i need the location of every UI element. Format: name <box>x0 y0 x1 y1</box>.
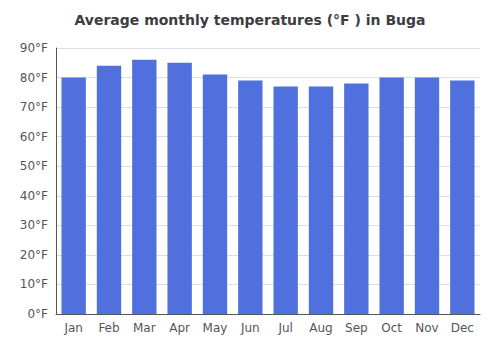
svg-text:May: May <box>203 321 228 335</box>
svg-text:Nov: Nov <box>415 321 438 335</box>
svg-text:10°F: 10°F <box>20 277 48 291</box>
svg-text:Average monthly temperatures (: Average monthly temperatures (°F ) in Bu… <box>74 12 425 28</box>
svg-text:Feb: Feb <box>98 321 119 335</box>
svg-text:Jan: Jan <box>63 321 83 335</box>
svg-text:30°F: 30°F <box>20 218 48 232</box>
svg-text:Apr: Apr <box>169 321 190 335</box>
svg-text:Sep: Sep <box>345 321 368 335</box>
svg-text:40°F: 40°F <box>20 189 48 203</box>
svg-text:Jul: Jul <box>277 321 292 335</box>
svg-text:50°F: 50°F <box>20 159 48 173</box>
svg-text:60°F: 60°F <box>20 130 48 144</box>
svg-text:70°F: 70°F <box>20 100 48 114</box>
svg-text:Dec: Dec <box>451 321 474 335</box>
svg-text:0°F: 0°F <box>27 307 48 321</box>
svg-text:20°F: 20°F <box>20 248 48 262</box>
svg-text:Mar: Mar <box>133 321 156 335</box>
svg-text:80°F: 80°F <box>20 71 48 85</box>
svg-text:Jun: Jun <box>240 321 260 335</box>
svg-text:Aug: Aug <box>309 321 332 335</box>
svg-text:Oct: Oct <box>381 321 402 335</box>
svg-text:90°F: 90°F <box>20 41 48 55</box>
